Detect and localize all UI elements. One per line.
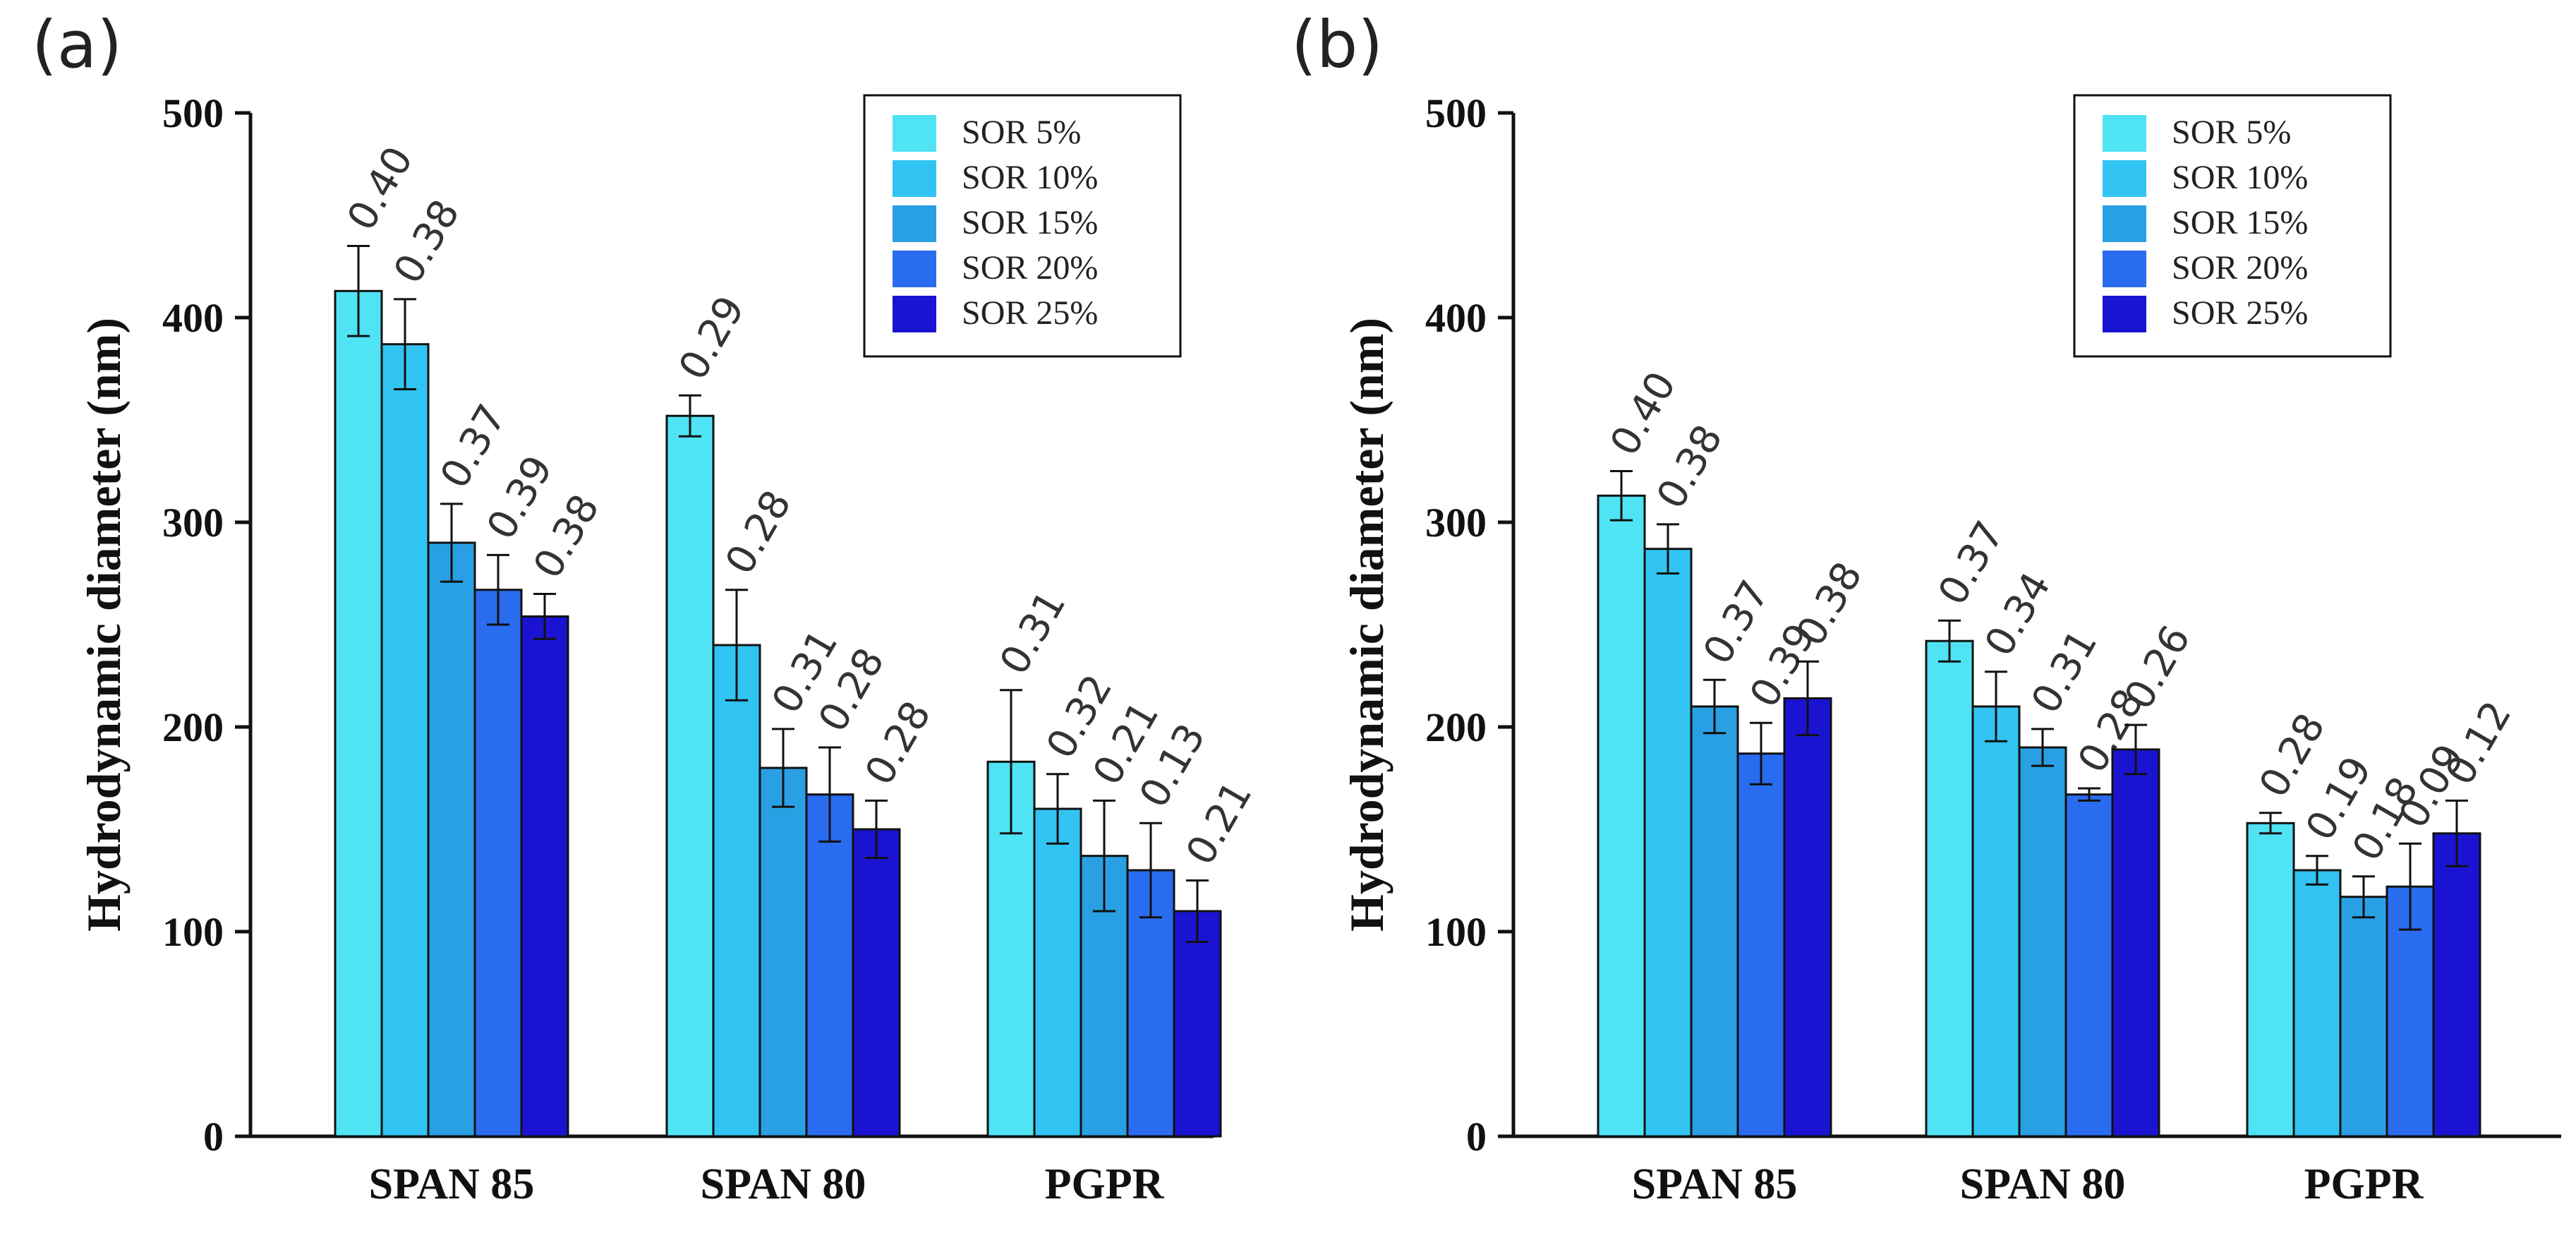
data-label: 0.40 <box>1602 364 1686 463</box>
legend-swatch <box>2103 205 2146 242</box>
data-label: 0.21 <box>1178 774 1262 872</box>
legend-entry-label: SOR 10% <box>962 159 1098 196</box>
bar <box>805 793 854 1138</box>
y-tick-label: 0 <box>1466 1114 1487 1160</box>
data-label: 0.28 <box>717 483 801 582</box>
legend-entry-label: SOR 10% <box>2172 159 2308 196</box>
data-label: 0.38 <box>1648 417 1732 516</box>
legend-swatch <box>893 160 936 197</box>
legend-entry-label: SOR 15% <box>962 204 1098 241</box>
y-axis-title: Hydrodynamic diameter (nm) <box>77 318 131 932</box>
bar <box>1597 494 1646 1138</box>
legend-swatch <box>893 251 936 287</box>
bar <box>2292 869 2342 1138</box>
bar <box>473 589 523 1138</box>
legend-entry-label: SOR 5% <box>962 114 1081 151</box>
legend-swatch <box>2103 115 2146 152</box>
data-label: 0.31 <box>991 583 1075 682</box>
bar <box>2064 793 2114 1138</box>
y-tick-label: 400 <box>1425 295 1487 341</box>
bar <box>1033 807 1082 1138</box>
legend-swatch <box>893 205 936 242</box>
data-label: 0.34 <box>1976 565 2060 663</box>
legend-entry-label: SOR 25% <box>2172 294 2308 332</box>
panel-label: (a) <box>32 7 122 83</box>
x-category-label: SPAN 80 <box>1960 1160 2126 1208</box>
data-label: 0.28 <box>857 694 941 793</box>
legend-entry-label: SOR 25% <box>962 294 1098 332</box>
bar <box>1783 697 1832 1138</box>
bar <box>852 828 901 1138</box>
legend-entry-label: SOR 20% <box>962 249 1098 287</box>
legend-entry-label: SOR 15% <box>2172 204 2308 241</box>
legend-swatch <box>2103 251 2146 287</box>
chart-panel-a: (a) Hydrodynamic diameter (nm) 0 100 200 300 4… <box>32 7 1261 1208</box>
chart-panel-b: (b) Hydrodynamic diameter (nm) 0 100 200 300 4… <box>1291 7 2561 1208</box>
y-tick-label: 200 <box>162 704 224 750</box>
legend: SOR 5% SOR 10% SOR 15% SOR 20% SOR 25% <box>863 94 1182 358</box>
legend: SOR 5% SOR 10% SOR 15% SOR 20% SOR 25% <box>2073 94 2392 358</box>
legend-swatch <box>893 115 936 152</box>
y-tick-label: 500 <box>162 90 224 136</box>
bar <box>2246 822 2295 1138</box>
data-label: 0.38 <box>385 192 469 291</box>
y-tick-label: 300 <box>1425 500 1487 546</box>
bar <box>1643 548 1693 1138</box>
bar <box>1925 639 1974 1138</box>
x-category-label: PGPR <box>1045 1160 1165 1208</box>
bar <box>2432 832 2481 1138</box>
y-tick-label: 300 <box>162 500 224 546</box>
bar <box>520 615 569 1138</box>
data-label: 0.31 <box>2023 622 2107 721</box>
x-category-label: SPAN 80 <box>701 1160 866 1208</box>
bar <box>334 289 383 1138</box>
bar <box>1173 910 1222 1138</box>
bar <box>1690 705 1739 1138</box>
legend-swatch <box>893 296 936 332</box>
data-label: 0.40 <box>339 139 423 238</box>
legend-entry-label: SOR 20% <box>2172 249 2308 287</box>
bar <box>380 343 430 1138</box>
y-tick-label: 100 <box>162 909 224 955</box>
x-category-label: SPAN 85 <box>1632 1160 1798 1208</box>
panel-label: (b) <box>1291 7 1383 83</box>
x-category-label: SPAN 85 <box>369 1160 535 1208</box>
bar <box>427 541 476 1138</box>
bar <box>665 414 715 1138</box>
bar <box>1971 705 2021 1138</box>
y-tick-label: 0 <box>203 1114 224 1160</box>
y-axis-title: Hydrodynamic diameter (nm) <box>1340 318 1393 932</box>
legend-entry-label: SOR 5% <box>2172 114 2291 151</box>
y-tick-label: 100 <box>1425 909 1487 955</box>
legend-swatch <box>2103 296 2146 332</box>
bar <box>2339 896 2388 1138</box>
data-label: 0.29 <box>670 289 754 387</box>
y-tick-label: 500 <box>1425 90 1487 136</box>
bar <box>2111 748 2160 1138</box>
bar <box>1736 752 1786 1138</box>
bar <box>2018 746 2067 1138</box>
y-tick-label: 400 <box>162 295 224 341</box>
x-category-label: PGPR <box>2304 1160 2424 1208</box>
bar <box>758 766 808 1138</box>
bar <box>712 644 761 1138</box>
legend-swatch <box>2103 160 2146 197</box>
y-tick-label: 200 <box>1425 704 1487 750</box>
